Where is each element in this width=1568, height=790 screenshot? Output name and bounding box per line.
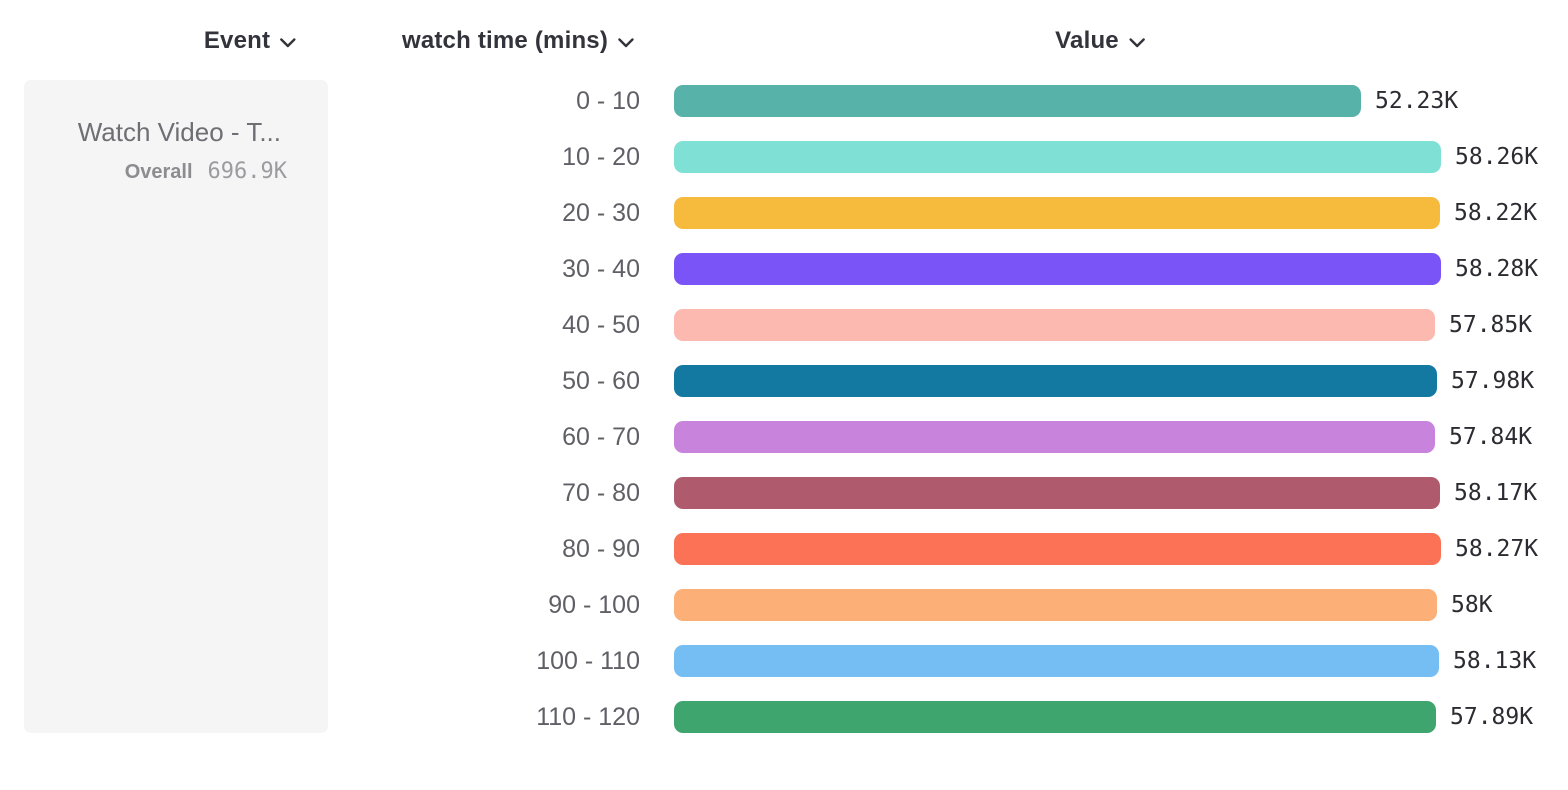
chart-row: 20 - 30 58.22K [340, 197, 1538, 229]
event-column-label: Event [203, 27, 271, 54]
value-label: 58.26K [1455, 144, 1539, 170]
value-label: 57.84K [1449, 424, 1533, 450]
value-bar[interactable] [674, 533, 1441, 565]
bucket-label: 100 - 110 [536, 646, 640, 675]
chart-row: 40 - 50 57.85K [340, 309, 1538, 341]
chart-row: 0 - 10 52.23K [340, 85, 1538, 117]
value-label: 57.85K [1449, 312, 1533, 338]
value-bar[interactable] [674, 197, 1440, 229]
bucket-label: 40 - 50 [562, 310, 640, 339]
event-card[interactable]: Watch Video - T... Overall 696.9K [24, 80, 328, 733]
value-bar[interactable] [674, 85, 1361, 117]
value-label: 58.27K [1455, 536, 1539, 562]
event-title: Watch Video - T... [77, 117, 281, 147]
chevron-down-icon [618, 37, 634, 47]
bucket-label: 50 - 60 [562, 366, 640, 395]
overall-row: Overall 696.9K [24, 159, 328, 184]
chart-row: 90 - 100 58K [340, 589, 1538, 621]
bucket-label: 90 - 100 [548, 590, 640, 619]
breakdown-column-label: watch time (mins) [401, 27, 609, 54]
bucket-label: 70 - 80 [562, 478, 640, 507]
value-bar[interactable] [674, 701, 1436, 733]
event-column-header[interactable]: Event [204, 27, 296, 55]
value-label: 52.23K [1375, 88, 1459, 114]
chart-row: 30 - 40 58.28K [340, 253, 1538, 285]
bucket-label: 110 - 120 [536, 702, 640, 731]
bucket-label: 60 - 70 [562, 422, 640, 451]
value-bar[interactable] [674, 589, 1437, 621]
chart-row: 50 - 60 57.98K [340, 365, 1538, 397]
overall-value: 696.9K [207, 159, 287, 184]
value-label: 58K [1451, 592, 1493, 618]
value-label: 57.98K [1451, 368, 1535, 394]
bucket-label: 80 - 90 [562, 534, 640, 563]
chart-row: 110 - 120 57.89K [340, 701, 1538, 733]
value-label: 58.22K [1454, 200, 1538, 226]
value-label: 57.89K [1450, 704, 1534, 730]
value-bar[interactable] [674, 365, 1437, 397]
value-bar[interactable] [674, 645, 1439, 677]
overall-label: Overall [124, 161, 193, 183]
value-bar[interactable] [674, 421, 1435, 453]
chevron-down-icon [1129, 37, 1145, 47]
value-label: 58.13K [1453, 648, 1537, 674]
bucket-label: 20 - 30 [562, 198, 640, 227]
chart-row: 70 - 80 58.17K [340, 477, 1538, 509]
chart-rows: 0 - 10 52.23K 10 - 20 58.26K 20 - 30 58.… [340, 85, 1538, 757]
chevron-down-icon [280, 37, 296, 47]
value-bar[interactable] [674, 477, 1440, 509]
value-bar[interactable] [674, 309, 1435, 341]
bucket-label: 30 - 40 [562, 254, 640, 283]
value-column-header[interactable]: Value [1055, 27, 1145, 55]
value-column-label: Value [1055, 27, 1119, 54]
chart-row: 80 - 90 58.27K [340, 533, 1538, 565]
chart-row: 60 - 70 57.84K [340, 421, 1538, 453]
breakdown-column-header[interactable]: watch time (mins) [402, 27, 634, 55]
value-label: 58.17K [1454, 480, 1538, 506]
bucket-label: 10 - 20 [562, 142, 640, 171]
value-label: 58.28K [1455, 256, 1539, 282]
chart-row: 10 - 20 58.26K [340, 141, 1538, 173]
bucket-label: 0 - 10 [576, 86, 640, 115]
value-bar[interactable] [674, 253, 1441, 285]
chart-row: 100 - 110 58.13K [340, 645, 1538, 677]
value-bar[interactable] [674, 141, 1441, 173]
